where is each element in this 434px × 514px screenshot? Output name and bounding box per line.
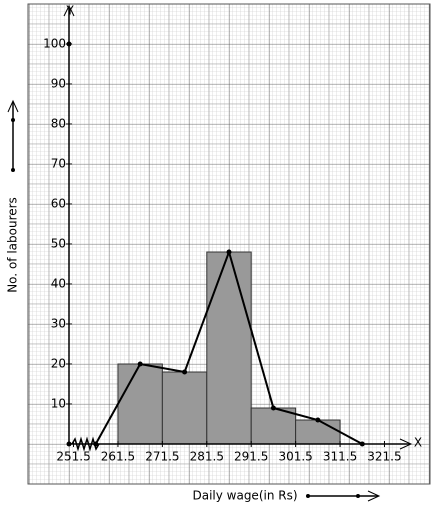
x-axis-arrow [399, 438, 413, 450]
x-tick-label: 271.5 [145, 450, 179, 464]
y-tick-label: 30 [51, 317, 66, 331]
y-tick-label: 20 [51, 357, 66, 371]
y-axis-letter: Y [65, 4, 74, 18]
x-tick-label: 261.5 [101, 450, 135, 464]
y-tick-label: 70 [51, 157, 66, 171]
bar [206, 251, 252, 445]
y-tick-label: 100 [43, 37, 66, 51]
origin-dot [66, 441, 72, 447]
polygon-point [315, 417, 321, 423]
bar [161, 371, 208, 445]
x-axis-letter: X [414, 436, 422, 450]
polygon-point [359, 441, 365, 447]
y-axis-title: No. of labourers [6, 197, 20, 293]
y-tick-label: 90 [51, 77, 66, 91]
bar [117, 363, 163, 445]
polygon-point [182, 369, 188, 375]
y-tick-label: 10 [51, 397, 66, 411]
y-tick-label: 50 [51, 237, 66, 251]
decor-arrow [7, 99, 381, 502]
polygon-point [137, 361, 143, 367]
polygon-point [270, 405, 276, 411]
x-tick-label: 281.5 [190, 450, 224, 464]
x-tick-label: 301.5 [278, 450, 312, 464]
x-tick-label: 251.5 [56, 450, 90, 464]
y-axis-arrow [63, 4, 75, 17]
polygon-point [226, 249, 232, 255]
bar [295, 419, 341, 445]
polygon-point [93, 441, 99, 447]
y-tick-label: 40 [51, 277, 66, 291]
plot-area [117, 251, 341, 445]
y-tick-label: 60 [51, 197, 66, 211]
x-axis-title: Daily wage(in Rs) [192, 489, 297, 503]
x-tick-label: 311.5 [323, 450, 357, 464]
y-tick-label: 80 [51, 117, 66, 131]
bar [250, 407, 297, 445]
x-tick-label: 321.5 [367, 450, 401, 464]
x-tick-label: 291.5 [234, 450, 268, 464]
